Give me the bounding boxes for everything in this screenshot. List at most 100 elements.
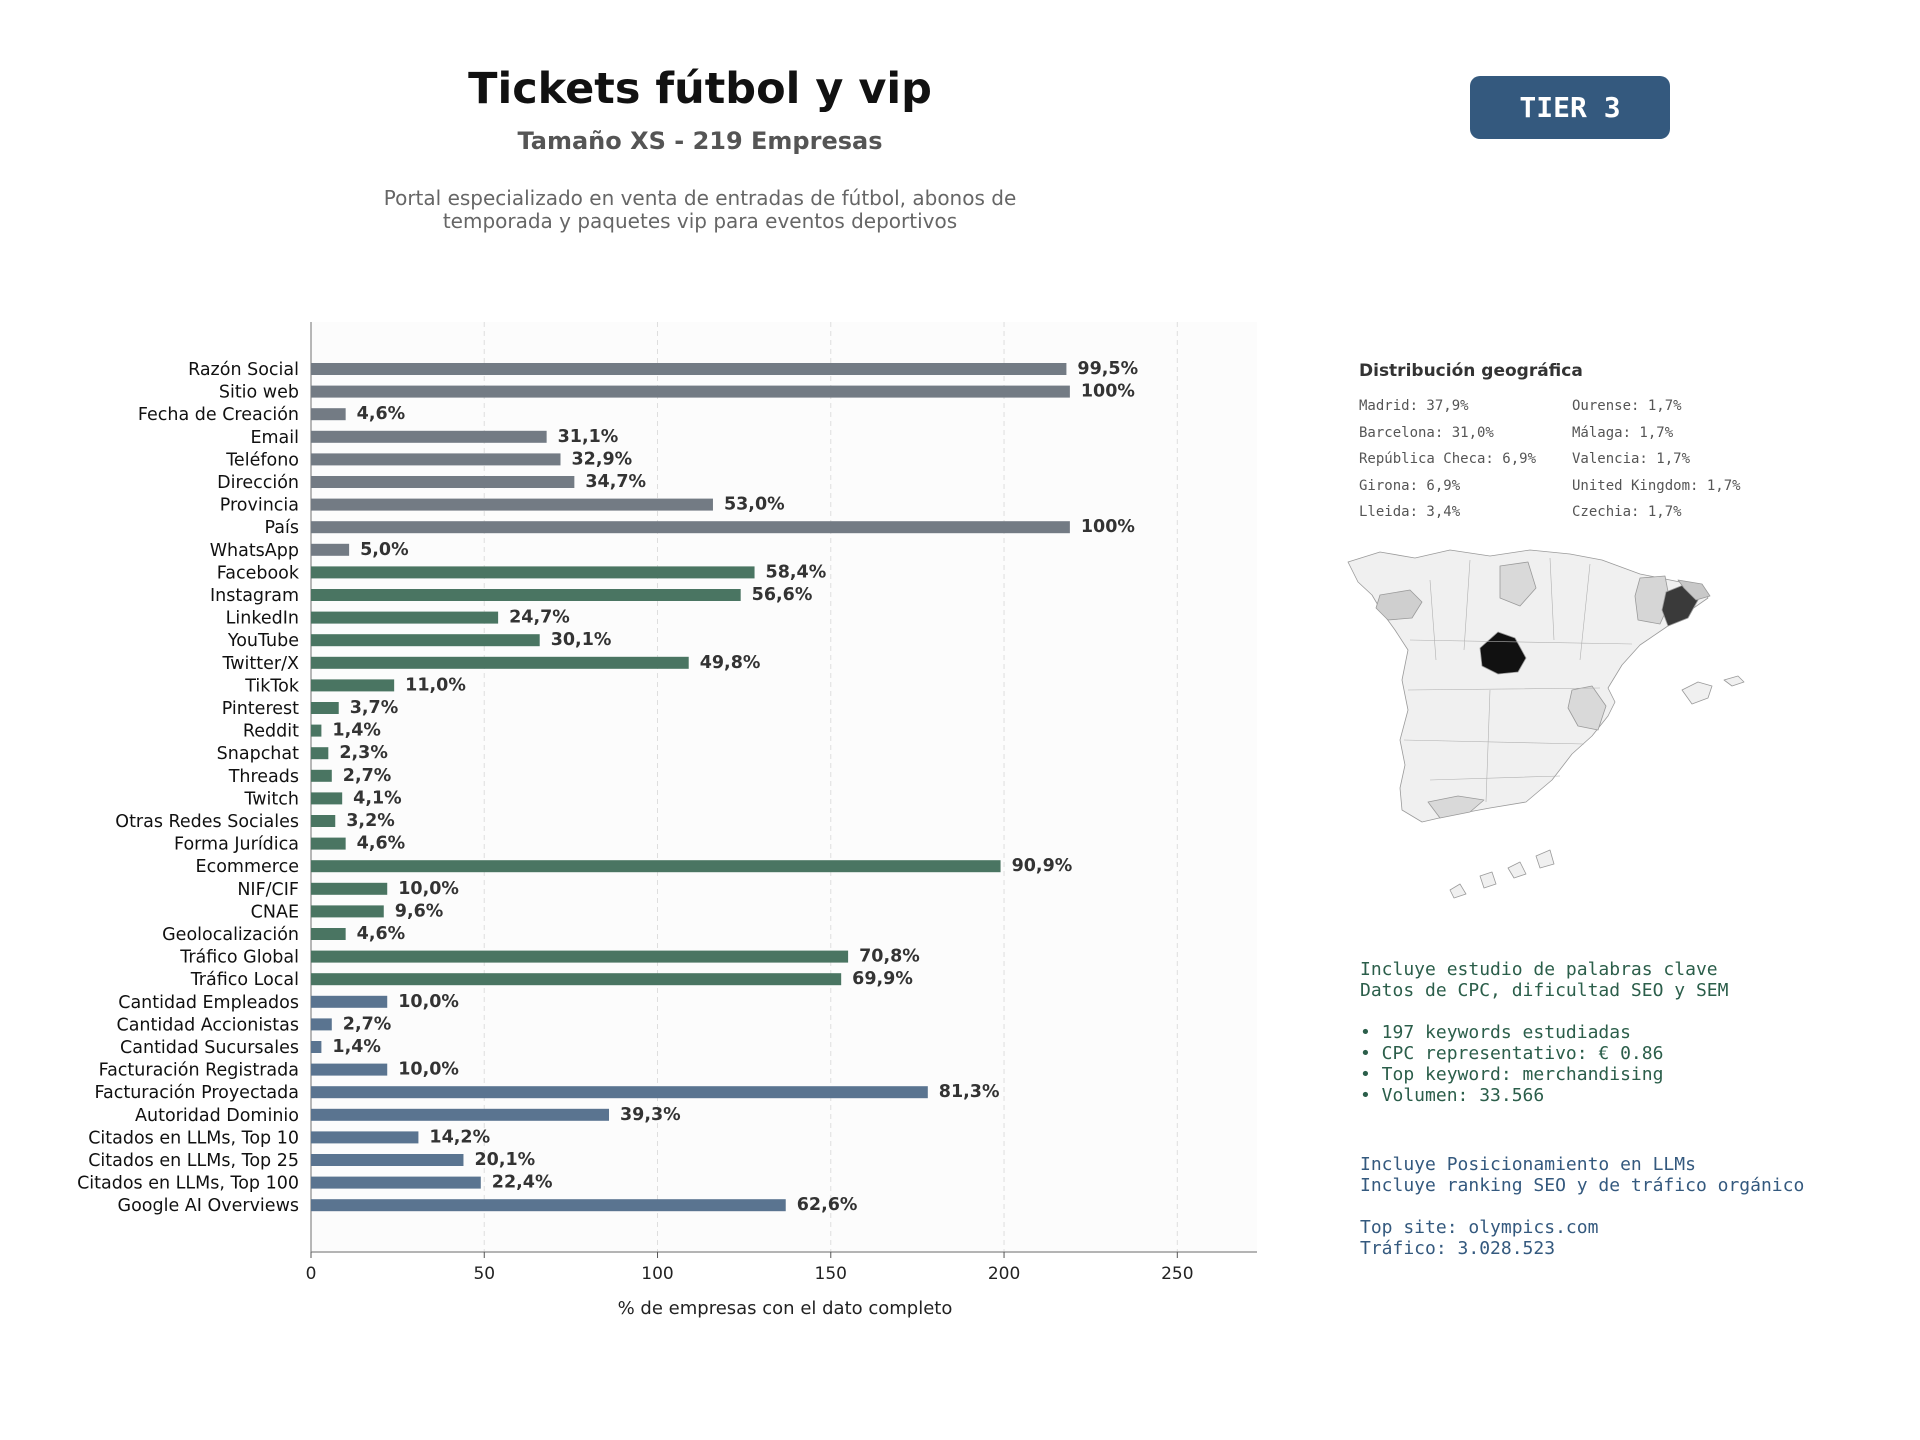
description-line: Portal especializado en venta de entrada… [383,186,1017,210]
y-tick-label: Pinterest [222,699,299,719]
map-canary-islands [1449,849,1555,899]
data-label: 10,0% [398,992,459,1012]
bar [311,905,384,918]
data-label: 14,2% [429,1127,490,1147]
data-label: 99,5% [1077,359,1138,379]
spain-region-map [1347,549,1745,899]
data-label: 4,1% [353,788,402,808]
llm-info: Incluye Posicionamiento en LLMs Incluye r… [1360,1154,1804,1259]
llm-line: Top site: olympics.com [1360,1217,1599,1238]
map-peninsula [1347,549,1709,823]
data-label: 4,6% [357,404,406,424]
llm-line: Incluye Posicionamiento en LLMs [1360,1154,1696,1175]
bar [311,1086,928,1099]
bar [311,521,1070,534]
bar [311,430,547,443]
bar [311,589,741,601]
data-label: 62,6% [797,1195,858,1215]
data-label: 10,0% [398,1060,459,1080]
geo-list-right: Ourense: 1,7% Málaga: 1,7% Valencia: 1,7% U… [1572,398,1741,531]
y-tick-label: Provincia [220,496,299,516]
keywords-line: • Top keyword: merchandising [1360,1064,1664,1085]
map-balearic-islands [1681,681,1713,705]
bar [311,1063,388,1076]
bar [311,656,689,669]
data-label: 4,6% [357,924,406,944]
data-label: 39,3% [620,1105,681,1125]
y-tick-label: Facebook [217,563,300,583]
tier-badge: TIER 3 [1470,76,1670,139]
data-label: 11,0% [405,675,466,695]
description-line: temporada y paquetes vip para eventos de… [442,209,958,233]
x-tick-label: 250 [1161,1264,1193,1284]
map-region-madrid [1479,631,1527,675]
y-tick-label: Google AI Overviews [118,1196,299,1216]
data-label: 30,1% [551,630,612,650]
geo-list-left: Madrid: 37,9% Barcelona: 31,0% República C… [1359,398,1536,531]
bar [311,363,1067,375]
bar [311,928,346,940]
completeness-bar-chart: 0 50 100 150 200 250 % de empresas con el dato… [77,322,1257,1319]
data-label: 58,4% [766,562,827,582]
y-tick-label: Citados en LLMs, Top 100 [77,1174,299,1194]
y-tick-label: Cantidad Empleados [118,993,299,1013]
llm-line: Incluye ranking SEO y de tráfico orgánic… [1360,1175,1805,1196]
y-tick-label: Cantidad Accionistas [116,1015,299,1035]
map-region-lleida [1634,575,1671,625]
keywords-line: • CPC representativo: € 0.86 [1360,1043,1664,1064]
data-label: 32,9% [571,449,632,469]
llm-line: Tráfico: 3.028.523 [1360,1238,1556,1259]
bar [311,679,395,692]
data-label: 70,8% [859,947,920,967]
geo-item: Málaga: 1,7% [1572,424,1674,441]
bar [311,973,842,986]
keywords-line: Incluye estudio de palabras clave [1360,959,1718,980]
data-label: 100% [1081,517,1135,537]
y-tick-label: WhatsApp [210,541,299,561]
data-label: 49,8% [700,653,761,673]
y-tick-label: Threads [228,767,299,787]
x-axis-label: % de empresas con el dato completo [618,1298,953,1319]
y-tick-label: Snapchat [217,744,299,764]
bar [311,1154,464,1166]
map-region-ourense [1375,589,1423,621]
geo-item: Madrid: 37,9% [1359,398,1469,414]
x-tick-label: 0 [306,1264,317,1284]
data-label: 9,6% [395,901,444,921]
y-tick-label: Email [250,428,299,448]
bar [311,1131,419,1144]
bar [311,1108,610,1121]
bar [311,769,332,782]
data-label: 22,4% [492,1173,553,1193]
y-tick-label: Tráfico Local [190,970,299,990]
data-label: 1,4% [332,1037,381,1057]
keywords-info: Incluye estudio de palabras clave Datos d… [1360,959,1728,1106]
data-label: 81,3% [939,1082,1000,1102]
x-tick-label: 200 [988,1264,1020,1284]
bar [311,815,336,827]
geo-item: Valencia: 1,7% [1572,451,1691,467]
y-tick-label: Tráfico Global [179,948,299,968]
bar [311,995,388,1008]
data-label: 2,7% [343,1014,392,1034]
y-tick-label: Teléfono [225,450,299,470]
x-tick-label: 150 [815,1264,847,1284]
y-tick-label: Reddit [243,722,299,742]
keywords-line [1360,1001,1728,1022]
y-tick-label: Sitio web [219,383,299,403]
keywords-line: Datos de CPC, dificultad SEO y SEM [1360,980,1729,1001]
y-tick-label: Razón Social [188,360,299,380]
y-tick-label: Dirección [217,473,299,493]
data-label: 10,0% [398,879,459,899]
bar [311,1041,322,1053]
map-region-malaga [1427,795,1485,819]
llm-line [1360,1196,1804,1217]
y-tick-label: Otras Redes Sociales [115,812,299,832]
data-label: 3,7% [350,698,399,718]
bar [311,385,1070,398]
page-title: Tickets fútbol y vip [468,64,932,114]
y-tick-label: Autoridad Dominio [135,1106,299,1126]
data-label: 2,7% [343,766,392,786]
bar [311,837,346,850]
y-tick-label: Facturación Registrada [99,1061,299,1081]
